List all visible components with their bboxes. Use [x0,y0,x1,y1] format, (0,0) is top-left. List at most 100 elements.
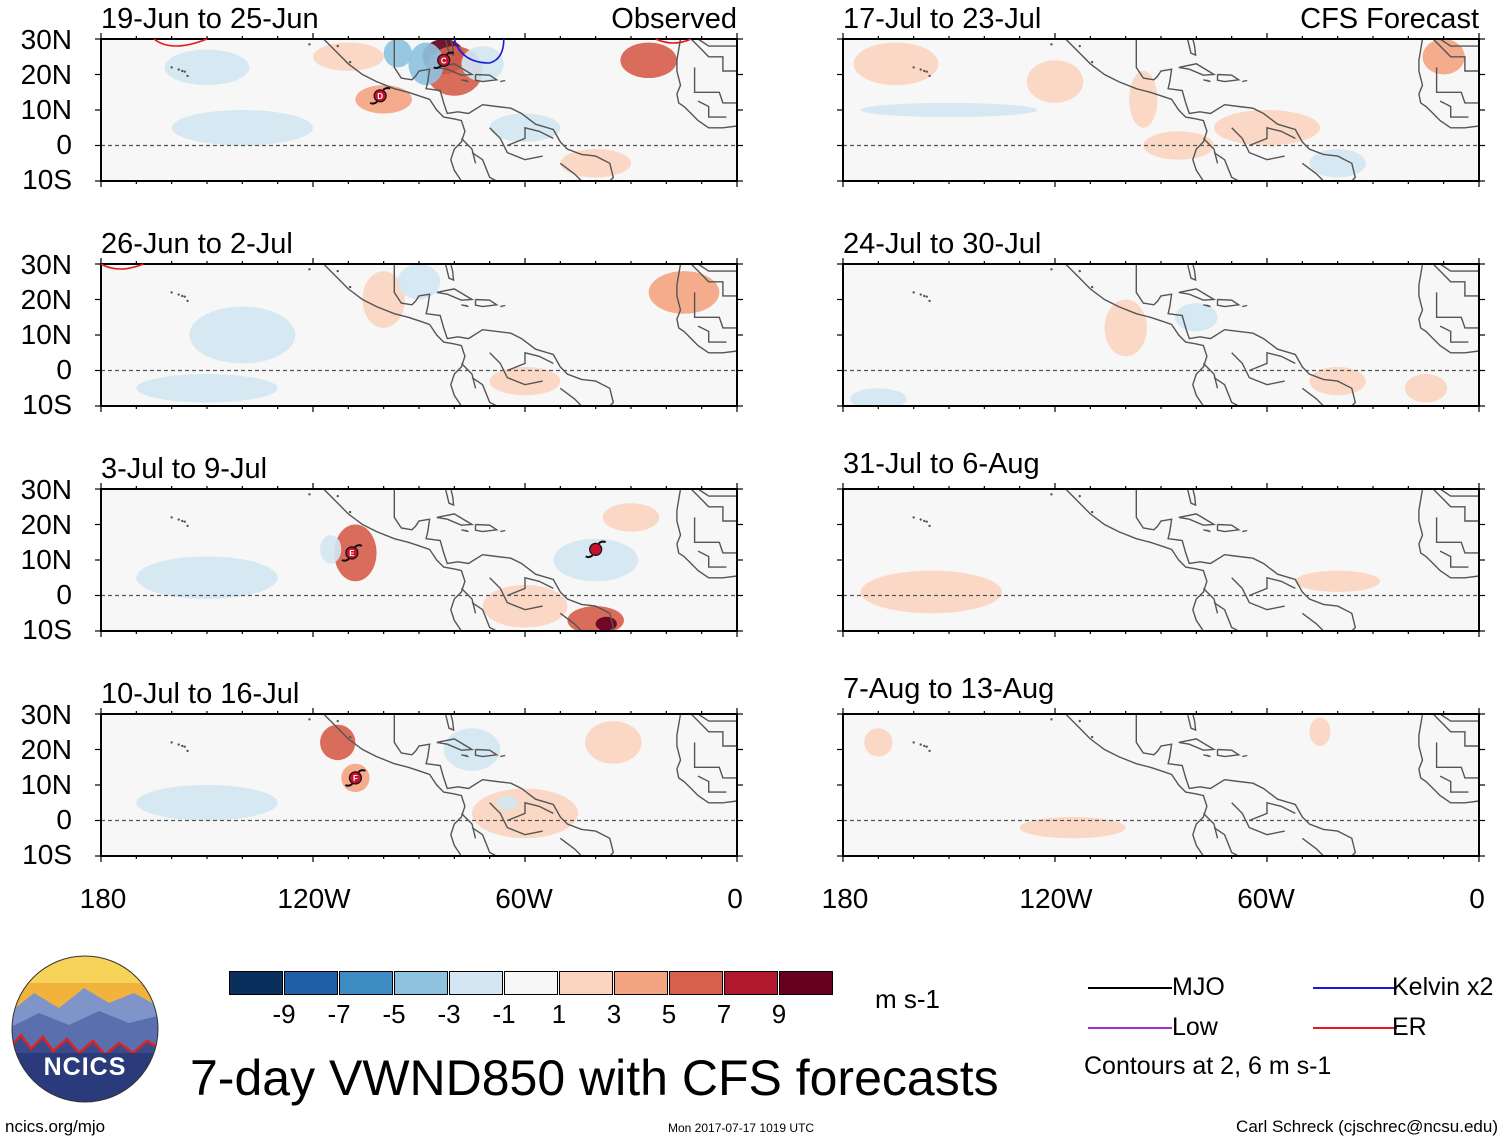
coastline [471,827,498,856]
anomaly-blob [1309,717,1331,746]
lat-label-10s: 10S [22,614,72,645]
coastline [690,264,737,297]
coastline [1301,837,1324,856]
island [170,741,173,744]
colorbar-swatch [614,971,668,995]
island [170,66,173,69]
legend-label-mjo: MJO [1172,973,1225,1001]
lon-label-0-left: 0 [727,883,743,914]
coastline [507,126,554,147]
coastline [1301,162,1324,181]
anomaly-blob [461,46,504,82]
coastline [697,775,727,793]
coastline [1065,714,1208,856]
anomaly-blob [164,49,250,86]
map-background [843,264,1479,406]
coastline [1435,742,1479,779]
island [348,60,352,64]
map-panel-4 [837,258,1485,412]
anomaly-blob [1175,303,1218,332]
anomaly-blob [320,724,356,761]
map-panel-8 [837,708,1485,862]
er-contour [655,38,692,44]
coastline [507,576,554,597]
map-background [101,714,737,856]
coastline [461,304,469,308]
lat-label-20n: 20N [20,734,72,765]
colorbar-swatch [284,971,338,995]
anomaly-blob [1104,299,1147,357]
island [177,518,180,521]
coastline [1231,577,1285,611]
coastline [461,529,469,533]
coastline [676,489,737,579]
anomaly-blob [171,110,313,146]
anomaly-blob [1026,60,1084,103]
coastline [1213,152,1240,181]
coastline [436,288,475,301]
coastline [444,264,455,282]
lat-label-20n: 20N [20,284,72,315]
coastline [489,352,543,386]
anomaly-blob [313,42,384,71]
lat-label-30n: 30N [20,249,72,280]
island [336,269,339,273]
er-contour [100,263,144,270]
colorbar-units: m s-1 [875,984,940,1014]
coastline [697,39,737,47]
coastline [471,152,498,181]
panel-title-5: 3-Jul to 9-Jul [101,453,268,485]
coastline [489,127,543,161]
anomaly-blob [489,366,561,396]
anomaly-blob [1295,570,1381,592]
coastline [1439,775,1469,793]
coastline [1301,387,1324,406]
coastline [1439,550,1469,568]
colorbar-label: -5 [382,999,406,1029]
colorbar-label: 7 [716,999,732,1029]
anomaly-blob [397,264,441,300]
coastline [1202,587,1219,614]
coastline [1202,812,1219,839]
island [308,43,311,46]
anomaly-blob [553,538,639,582]
island [181,519,184,523]
colorbar-label: 5 [661,999,677,1029]
lon-label-60w-left: 60W [495,883,553,914]
anomaly-blob [560,149,632,178]
coastline [697,325,727,343]
lat-label-10n: 10N [20,94,72,125]
coastline [1432,264,1479,297]
lat-label-eq: 0 [56,579,72,610]
coastline [1439,714,1479,722]
panel-title-4: 24-Jul to 30-Jul [843,228,1042,260]
coastline [500,304,506,308]
coastline [436,738,475,751]
colorbar-swatch [229,971,283,995]
anomaly-blob [850,388,907,406]
map-background [843,714,1479,856]
coastline [1065,489,1208,631]
coastline [1216,298,1241,308]
anomaly-blob [648,271,720,314]
coastline [1216,73,1241,83]
coastline [444,714,455,732]
map-panel-6 [837,483,1485,637]
lon-label-0-right: 0 [1469,883,1485,914]
panel-title-7: 10-Jul to 16-Jul [101,678,300,710]
coastline [474,73,499,83]
coastline [471,377,498,406]
legend-contours-note: Contours at 2, 6 m s-1 [1084,1052,1332,1080]
legend-line-mjo [1088,987,1172,989]
coastline [393,39,615,181]
panel-title-8: 7-Aug to 13-Aug [843,673,1055,705]
logo-text: NCICS [44,1053,127,1081]
coastline [474,523,499,533]
coastline [693,67,737,104]
coastline [1249,126,1296,147]
coastline [1432,39,1479,72]
island [348,735,352,739]
anomaly-blob [320,535,342,564]
island [177,293,180,296]
coastline [1186,264,1197,282]
